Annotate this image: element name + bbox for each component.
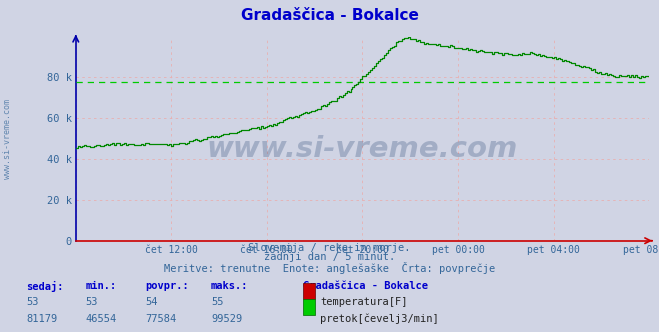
Text: maks.:: maks.: [211, 281, 248, 290]
Text: 46554: 46554 [86, 314, 117, 324]
Text: zadnji dan / 5 minut.: zadnji dan / 5 minut. [264, 252, 395, 262]
Text: 99529: 99529 [211, 314, 242, 324]
Text: 53: 53 [86, 297, 98, 307]
Text: Slovenija / reke in morje.: Slovenija / reke in morje. [248, 243, 411, 253]
Text: sedaj:: sedaj: [26, 281, 64, 291]
Text: 77584: 77584 [145, 314, 176, 324]
Text: www.si-vreme.com: www.si-vreme.com [207, 135, 518, 163]
Text: pretok[čevelj3/min]: pretok[čevelj3/min] [320, 314, 439, 324]
Text: Gradaščica - Bokalce: Gradaščica - Bokalce [241, 8, 418, 23]
Text: temperatura[F]: temperatura[F] [320, 297, 408, 307]
Text: 53: 53 [26, 297, 39, 307]
Text: 81179: 81179 [26, 314, 57, 324]
Text: Meritve: trenutne  Enote: anglešaške  Črta: povprečje: Meritve: trenutne Enote: anglešaške Črta… [164, 262, 495, 274]
Text: Gradaščica - Bokalce: Gradaščica - Bokalce [303, 281, 428, 290]
Text: min.:: min.: [86, 281, 117, 290]
Text: povpr.:: povpr.: [145, 281, 188, 290]
Text: www.si-vreme.com: www.si-vreme.com [3, 100, 13, 179]
Text: 54: 54 [145, 297, 158, 307]
Text: 55: 55 [211, 297, 223, 307]
